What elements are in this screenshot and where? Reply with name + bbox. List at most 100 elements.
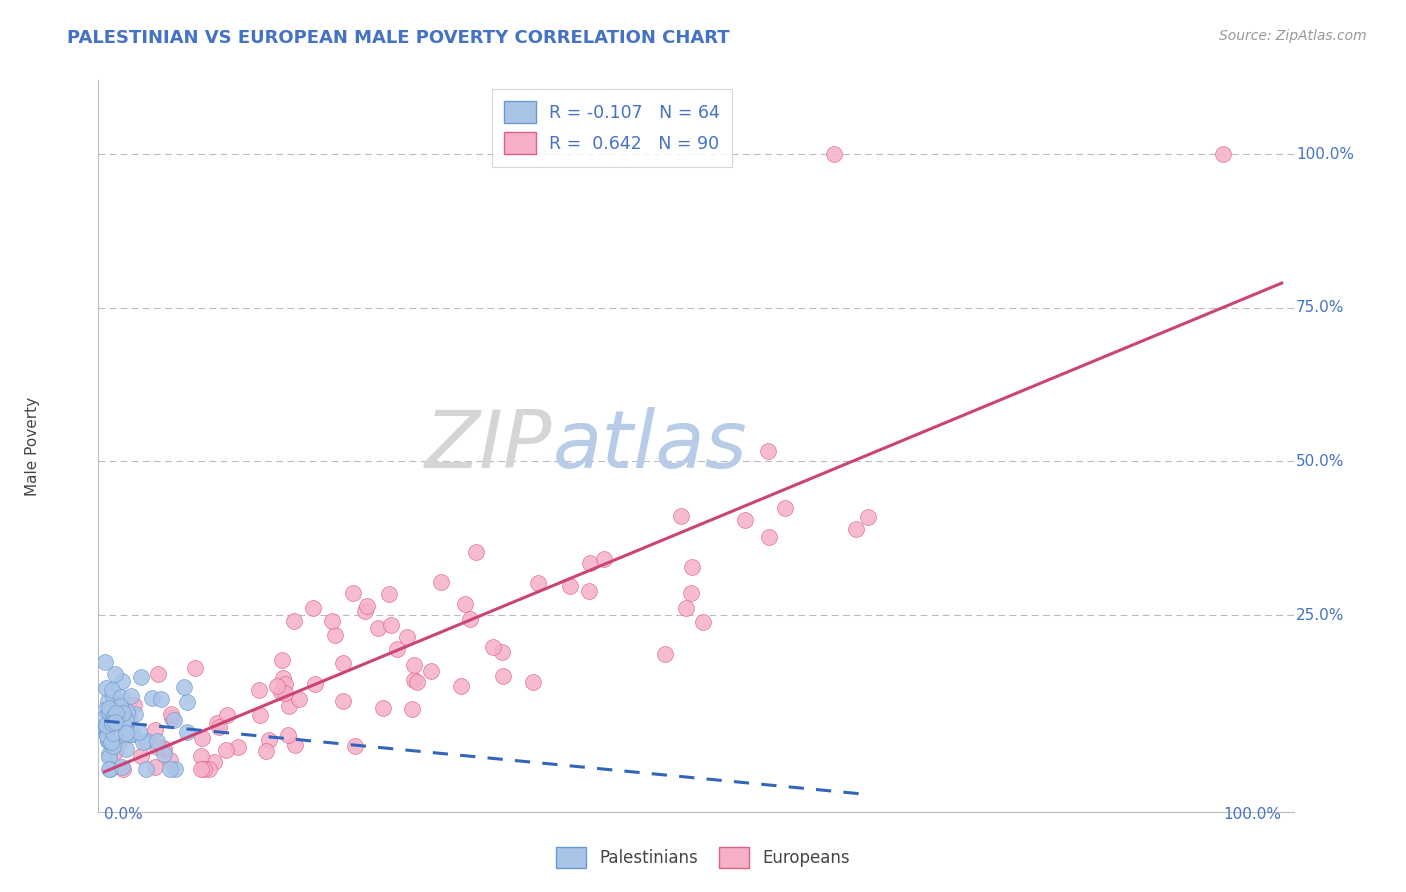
Point — [146, 733, 169, 747]
Point — [304, 676, 326, 690]
Point — [271, 671, 294, 685]
Point — [98, 705, 121, 719]
Point — [176, 696, 198, 710]
Point — [404, 673, 426, 687]
Point — [101, 726, 124, 740]
Point — [104, 714, 127, 729]
Point — [353, 604, 375, 618]
Point — [356, 599, 378, 613]
Point — [96, 718, 118, 732]
Point — [104, 667, 127, 681]
Point — [491, 645, 513, 659]
Point — [94, 719, 117, 733]
Point — [114, 728, 136, 742]
Point — [101, 703, 124, 717]
Point — [160, 711, 183, 725]
Point — [277, 729, 299, 743]
Point — [560, 579, 582, 593]
Point — [184, 661, 207, 675]
Point — [190, 731, 212, 745]
Point — [247, 683, 270, 698]
Point — [675, 601, 697, 615]
Point — [143, 760, 166, 774]
Point — [148, 667, 170, 681]
Point — [492, 669, 515, 683]
Point — [1212, 147, 1234, 161]
Text: 25.0%: 25.0% — [1296, 607, 1344, 623]
Point — [254, 744, 277, 758]
Point — [343, 739, 366, 753]
Point — [103, 745, 125, 759]
Text: 100.0%: 100.0% — [1223, 806, 1282, 822]
Point — [100, 735, 122, 749]
Point — [152, 740, 174, 755]
Point — [153, 747, 176, 761]
Point — [159, 753, 181, 767]
Point — [288, 691, 311, 706]
Point — [856, 510, 879, 524]
Point — [578, 583, 600, 598]
Point — [107, 705, 129, 719]
Point — [141, 691, 163, 706]
Point — [198, 762, 221, 776]
Point — [115, 728, 138, 742]
Point — [94, 681, 117, 695]
Point — [522, 675, 544, 690]
Point — [94, 710, 117, 724]
Point — [402, 658, 425, 673]
Point — [118, 726, 141, 740]
Point — [129, 670, 152, 684]
Point — [122, 726, 145, 740]
Point — [120, 689, 142, 703]
Point — [284, 738, 307, 752]
Point — [96, 728, 118, 742]
Text: ZIP: ZIP — [425, 407, 553, 485]
Point — [97, 734, 120, 748]
Point — [215, 707, 238, 722]
Point — [332, 656, 354, 670]
Point — [124, 707, 146, 722]
Point — [385, 642, 408, 657]
Point — [98, 747, 121, 762]
Text: 0.0%: 0.0% — [104, 806, 143, 822]
Point — [98, 719, 121, 733]
Point — [149, 691, 172, 706]
Point — [159, 762, 181, 776]
Point — [173, 680, 195, 694]
Point — [380, 618, 402, 632]
Point — [101, 682, 124, 697]
Text: 100.0%: 100.0% — [1296, 146, 1354, 161]
Point — [190, 749, 212, 764]
Text: PALESTINIAN VS EUROPEAN MALE POVERTY CORRELATION CHART: PALESTINIAN VS EUROPEAN MALE POVERTY COR… — [67, 29, 730, 46]
Point — [734, 512, 756, 526]
Text: 50.0%: 50.0% — [1296, 454, 1344, 469]
Point — [465, 544, 488, 558]
Point — [110, 699, 132, 714]
Point — [96, 729, 118, 743]
Point — [249, 707, 271, 722]
Point — [129, 749, 152, 764]
Point — [115, 713, 138, 727]
Point — [94, 702, 117, 716]
Point — [669, 509, 692, 524]
Point — [94, 722, 117, 736]
Point — [257, 732, 280, 747]
Point — [97, 694, 120, 708]
Point — [98, 701, 121, 715]
Point — [228, 739, 250, 754]
Point — [301, 601, 323, 615]
Point — [278, 698, 301, 713]
Point — [110, 760, 132, 774]
Point — [270, 684, 292, 698]
Point — [429, 574, 451, 589]
Point — [110, 690, 132, 704]
Point — [373, 701, 395, 715]
Point — [117, 711, 139, 725]
Point — [114, 713, 136, 727]
Point — [176, 725, 198, 739]
Point — [205, 715, 228, 730]
Point — [215, 743, 238, 757]
Point — [143, 723, 166, 738]
Legend: R = -0.107   N = 64, R =  0.642   N = 90: R = -0.107 N = 64, R = 0.642 N = 90 — [492, 89, 733, 167]
Point — [193, 762, 215, 776]
